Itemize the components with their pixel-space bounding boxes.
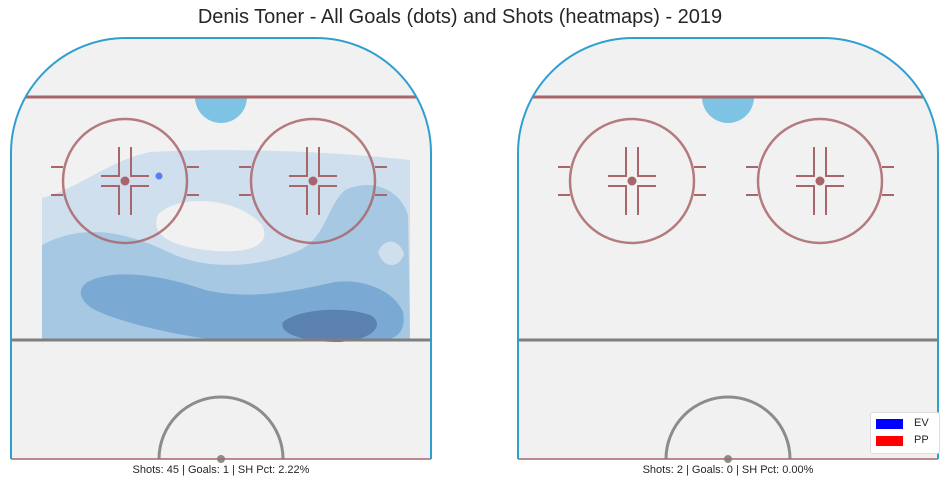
faceoff-marker	[318, 185, 337, 215]
faceoff-marker	[637, 185, 656, 215]
faceoff-marker	[130, 147, 149, 177]
faceoff-marker	[825, 147, 844, 177]
faceoff-circle-right	[239, 117, 387, 245]
faceoff-marker	[318, 147, 337, 177]
faceoff-marker	[101, 185, 120, 215]
faceoff-marker	[101, 147, 120, 177]
faceoff-marker	[608, 185, 627, 215]
legend: EV PP	[870, 412, 940, 454]
goal-crease	[195, 97, 247, 123]
faceoff-marker	[289, 147, 308, 177]
right-rink-panel	[517, 37, 939, 463]
right-rink-surface	[518, 38, 938, 459]
right-panel-caption: Shots: 2 | Goals: 0 | SH Pct: 0.00%	[642, 464, 814, 476]
faceoff-dot	[120, 176, 130, 186]
faceoff-circle-right	[746, 117, 894, 245]
faceoff-ring	[756, 117, 884, 245]
faceoff-marker	[637, 147, 656, 177]
left-panel-caption: Shots: 45 | Goals: 1 | SH Pct: 2.22%	[132, 464, 310, 476]
right-rink-markings	[517, 37, 939, 463]
faceoff-circle-left	[51, 117, 199, 245]
left-rink-markings	[10, 37, 432, 463]
legend-swatch-pp	[876, 436, 903, 446]
left-shot-heatmap	[42, 150, 410, 342]
faceoff-marker	[796, 185, 815, 215]
heatmap-level-2-notch	[378, 241, 404, 265]
faceoff-marker	[608, 147, 627, 177]
goal-dot-ev	[155, 172, 163, 180]
faceoff-marker	[130, 185, 149, 215]
faceoff-marker	[825, 185, 844, 215]
legend-swatch-ev	[876, 419, 903, 429]
faceoff-ring	[61, 117, 189, 245]
heatmap-level-1-hole	[156, 201, 265, 252]
faceoff-ring	[568, 117, 696, 245]
faceoff-marker	[289, 185, 308, 215]
legend-label-pp: PP	[914, 434, 929, 446]
boards	[517, 37, 939, 459]
faceoff-circle-left	[558, 117, 706, 245]
center-ice-circle	[157, 395, 285, 460]
faceoff-dot	[627, 176, 637, 186]
heatmap-level-4	[282, 309, 377, 342]
boards	[10, 37, 432, 459]
goal-crease	[702, 97, 754, 123]
left-rink-panel	[10, 37, 432, 463]
faceoff-marker	[796, 147, 815, 177]
faceoff-dot	[308, 176, 318, 186]
legend-label-ev: EV	[914, 417, 929, 429]
faceoff-dot	[815, 176, 825, 186]
faceoff-ring	[249, 117, 377, 245]
center-ice-circle	[664, 395, 792, 460]
chart-title: Denis Toner - All Goals (dots) and Shots…	[197, 6, 723, 28]
